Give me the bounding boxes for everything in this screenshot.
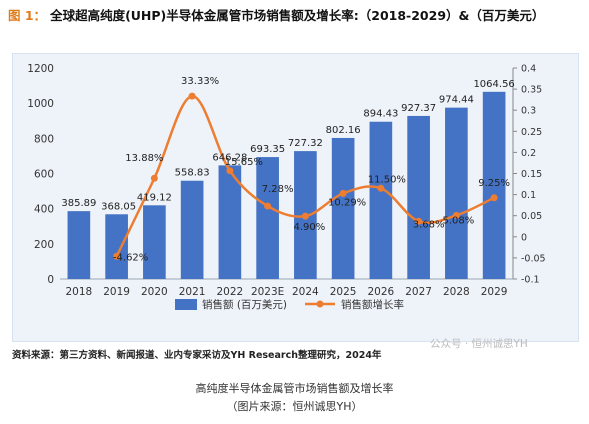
growth-point	[113, 252, 121, 260]
growth-point	[377, 184, 385, 192]
bar	[218, 165, 242, 279]
x-tick-label: 2018	[66, 286, 93, 298]
bar-value-label: 974.44	[439, 95, 474, 106]
growth-value-label: 15.65%	[225, 157, 263, 168]
y-left-tick-label: 600	[34, 169, 54, 181]
growth-point	[415, 217, 423, 225]
y-right-tick-label: 0.35	[521, 85, 542, 96]
figure-label: 图 1：	[8, 8, 47, 23]
bar	[482, 91, 506, 279]
bar-value-label: 693.35	[250, 144, 285, 155]
bar	[67, 211, 91, 279]
x-tick-label: 2020	[141, 286, 168, 298]
growth-point	[150, 174, 158, 182]
bar-value-label: 558.83	[175, 168, 210, 179]
growth-value-label: 4.90%	[293, 222, 325, 233]
watermark-text: 公众号 · 恒州诚思YH	[430, 338, 528, 350]
bar	[105, 214, 128, 279]
y-left-tick-label: 1200	[27, 63, 54, 75]
y-left-tick-label: 400	[34, 204, 54, 216]
y-right-tick-label: -0.05	[521, 253, 546, 264]
bar-value-label: 894.43	[363, 109, 398, 120]
growth-point	[188, 92, 196, 100]
y-right-tick-label: 0.15	[521, 169, 542, 180]
y-right-tick-label: 0.2	[521, 148, 536, 159]
growth-value-label: -4.62%	[113, 252, 148, 263]
x-tick-label: 2019	[103, 286, 130, 298]
bar-value-label: 927.37	[401, 103, 436, 114]
bar-value-label: 419.12	[137, 192, 172, 203]
bar-value-label: 727.32	[288, 138, 323, 149]
growth-point	[490, 194, 498, 202]
caption-source: （图片来源：恒州诚思YH）	[226, 400, 363, 413]
y-left-tick-label: 200	[34, 239, 54, 251]
x-tick-label: 2025	[330, 286, 357, 298]
y-right-tick-label: 0.1	[521, 190, 536, 201]
bar	[407, 115, 430, 279]
growth-value-label: 10.29%	[328, 197, 366, 208]
y-right-tick-label: -0.1	[521, 275, 540, 286]
x-tick-label: 2029	[481, 286, 508, 298]
legend-line-marker	[316, 300, 324, 308]
x-tick-label: 2024	[292, 286, 319, 298]
y-right-tick-label: 0.3	[521, 106, 536, 117]
x-tick-label: 2028	[443, 286, 470, 298]
legend-line-label: 销售额增长率	[341, 298, 404, 311]
growth-value-label: 9.25%	[478, 178, 510, 189]
y-right-tick-label: 0.25	[521, 127, 542, 138]
growth-value-label: 5.08%	[442, 215, 474, 226]
growth-point	[226, 167, 234, 175]
growth-value-label: 13.88%	[125, 153, 163, 164]
y-right-tick-label: 0	[521, 232, 527, 243]
growth-value-label: 33.33%	[181, 76, 219, 87]
bar	[369, 121, 393, 279]
bar	[256, 157, 279, 279]
bar-value-label: 1064.56	[473, 79, 514, 90]
bar-value-label: 368.05	[101, 201, 136, 212]
bar	[180, 180, 204, 279]
growth-line	[115, 94, 495, 257]
x-tick-label: 2022	[217, 286, 244, 298]
caption-title: 高纯度半导体金属管市场销售额及增长率	[195, 382, 394, 395]
legend-bar-swatch	[175, 299, 197, 310]
bar-value-label: 385.89	[61, 198, 96, 209]
growth-value-label: 11.50%	[368, 174, 406, 185]
legend-bar-label: 销售额 (百万美元)	[202, 298, 287, 311]
x-tick-label: 2021	[179, 286, 206, 298]
x-tick-label: 2027	[405, 286, 432, 298]
growth-point	[301, 212, 309, 220]
growth-point	[339, 189, 347, 197]
bar	[143, 205, 166, 279]
bar	[445, 107, 468, 279]
x-tick-label: 2023E	[251, 286, 284, 298]
bar-value-label: 802.16	[326, 125, 361, 136]
chart-title: 图 1： 全球超高纯度(UHP)半导体金属管市场销售额及增长率:（2018-202…	[8, 6, 583, 25]
title-text: 全球超高纯度(UHP)半导体金属管市场销售额及增长率:（2018-2029）&（…	[50, 8, 545, 23]
y-right-tick-label: 0.05	[521, 211, 542, 222]
y-left-tick-label: 0	[47, 274, 54, 286]
growth-point	[264, 202, 272, 210]
bar-value-label: 646.28	[212, 152, 247, 163]
growth-point	[452, 211, 460, 219]
growth-value-label: 3.68%	[413, 219, 445, 230]
y-right-tick-label: 0.4	[521, 64, 536, 75]
y-left-tick-label: 1000	[27, 98, 54, 110]
bar	[331, 137, 355, 279]
source-note: 资料来源：第三方资料、新闻报道、业内专家采访及YH Research整理研究，2…	[12, 350, 382, 361]
growth-value-label: 7.28%	[262, 184, 294, 195]
y-left-tick-label: 800	[34, 133, 54, 145]
x-tick-label: 2026	[368, 286, 395, 298]
